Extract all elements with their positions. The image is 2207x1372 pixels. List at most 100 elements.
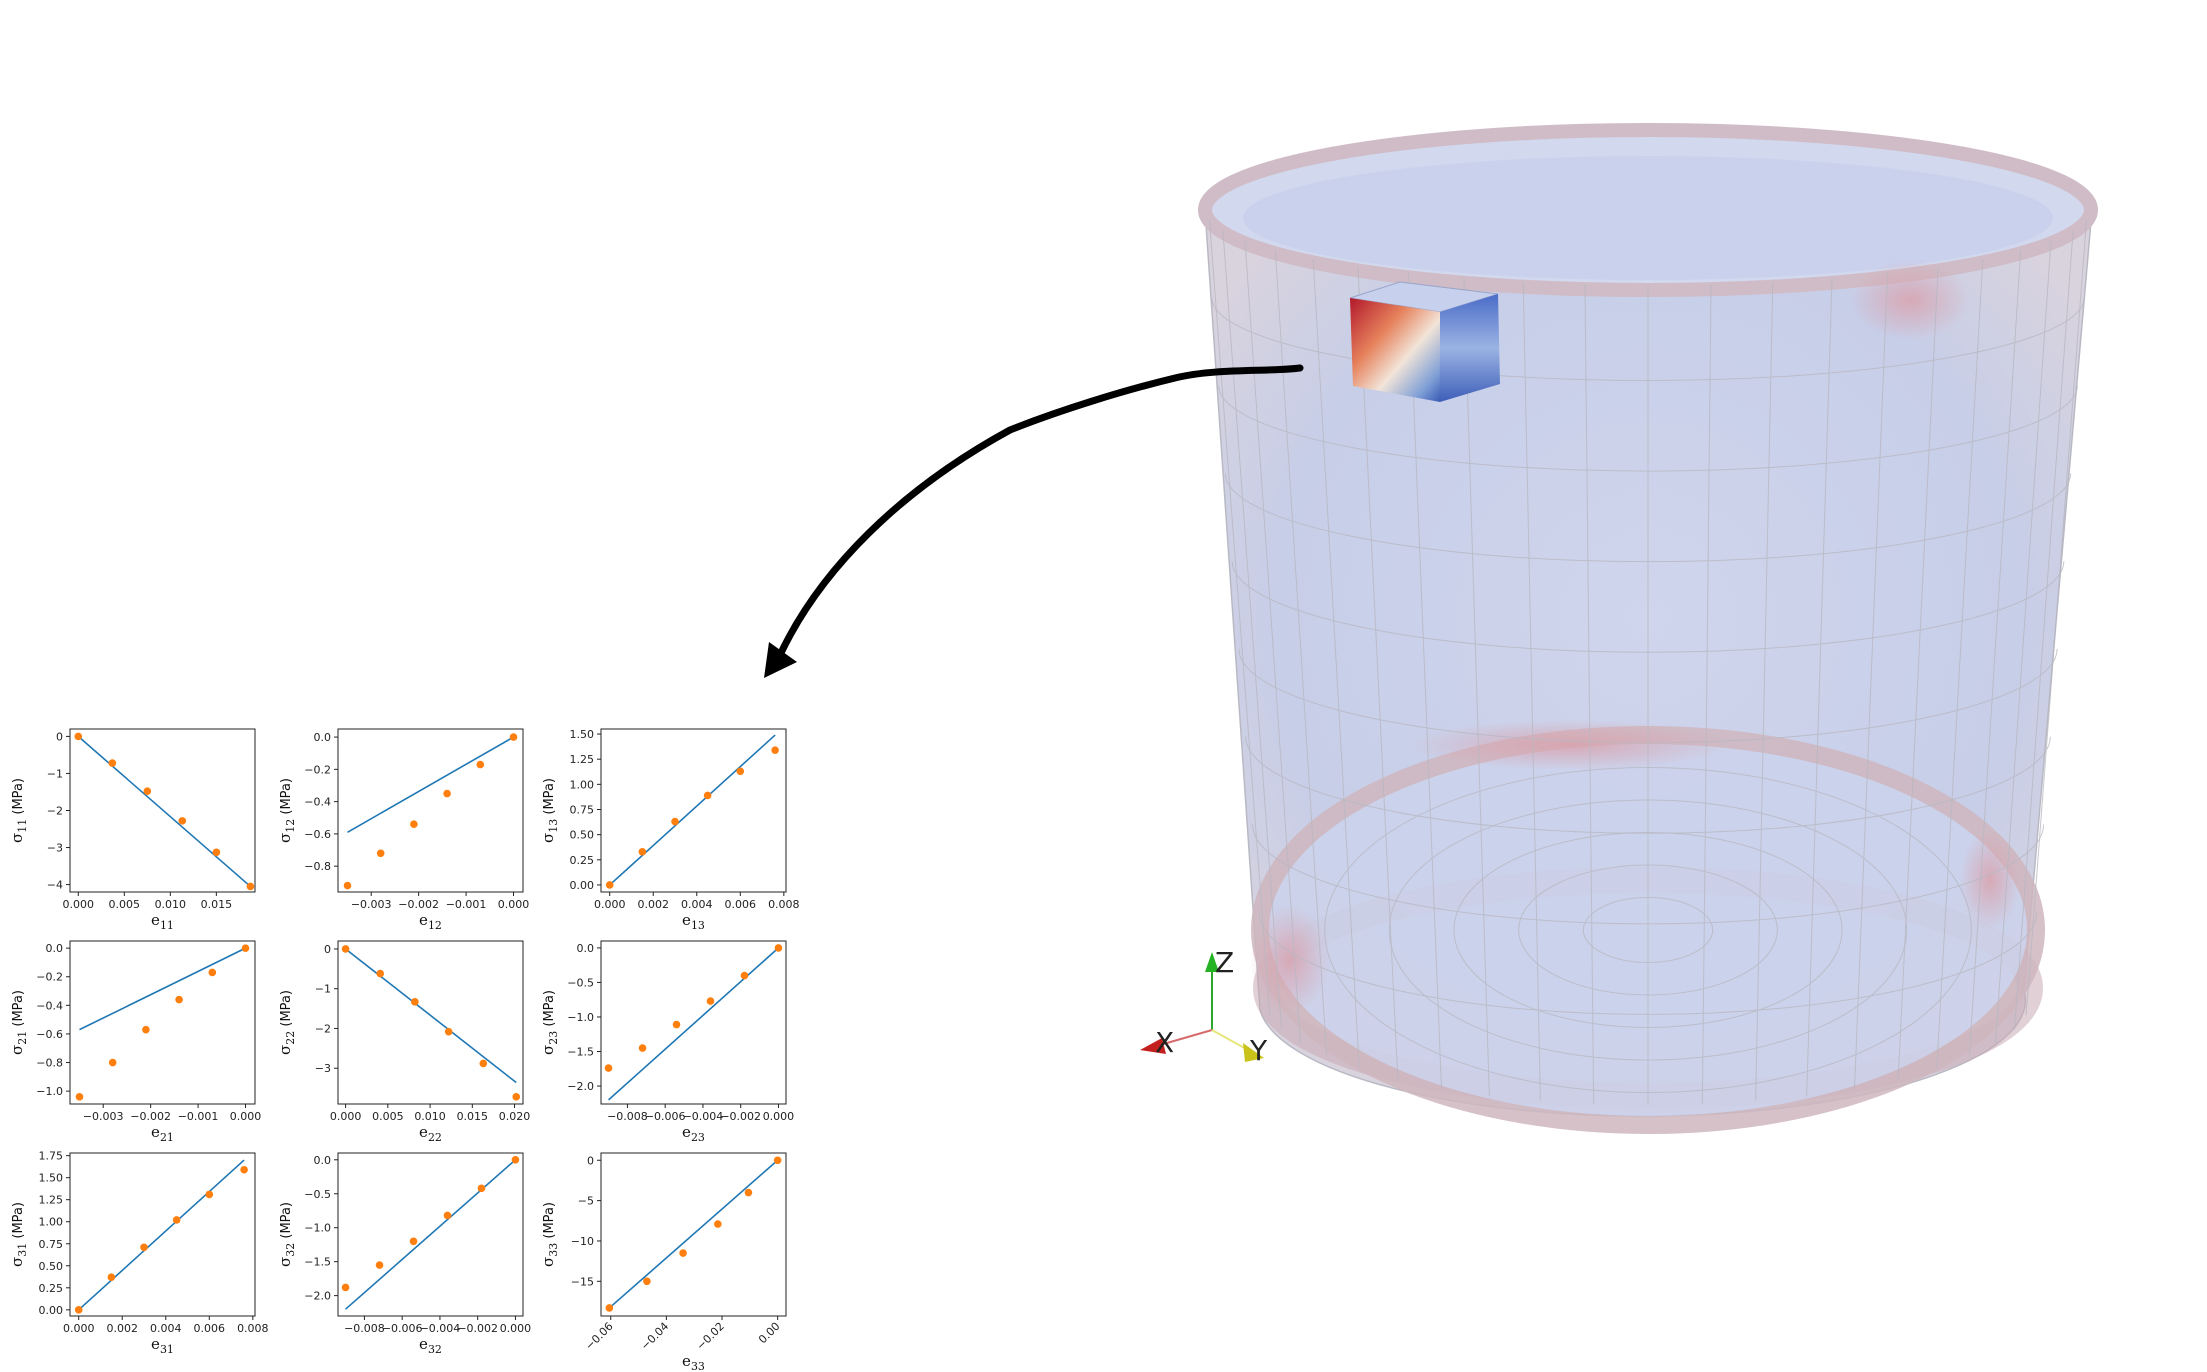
data-point xyxy=(212,848,221,857)
mesh-line xyxy=(1324,767,1972,1093)
data-point xyxy=(638,1044,647,1052)
y-tick-label: −3 xyxy=(315,1062,331,1075)
x-tick-label: 0.015 xyxy=(201,898,233,911)
data-point xyxy=(411,998,419,1006)
x-axis-label: e32 xyxy=(419,1335,442,1356)
x-tick-label: 0.006 xyxy=(725,898,757,911)
data-point xyxy=(703,791,712,800)
mesh-line xyxy=(1463,278,1490,1096)
x-tick-label: −0.004 xyxy=(420,1322,461,1335)
x-axis-label: e33 xyxy=(682,1352,705,1372)
x-tick-label: 0.008 xyxy=(768,898,800,911)
data-point xyxy=(375,1261,384,1269)
x-tick-label: 0.000 xyxy=(230,1110,262,1123)
y-tick-label: −0.2 xyxy=(304,763,331,776)
y-tick-label: −1.5 xyxy=(304,1256,331,1269)
data-point xyxy=(205,1190,214,1199)
y-axis-label: σ32 (MPa) xyxy=(276,1202,297,1267)
x-tick-label: −0.008 xyxy=(607,1110,648,1123)
mesh-line xyxy=(1238,648,2058,744)
y-tick-label: 1.50 xyxy=(39,1172,64,1185)
mesh-line xyxy=(1258,912,2038,1015)
y-tick-label: −2.0 xyxy=(304,1290,331,1303)
y-tick-label: 0.0 xyxy=(314,731,332,744)
data-point xyxy=(476,760,485,769)
data-point xyxy=(75,1093,84,1101)
mesh-line xyxy=(1251,824,2045,925)
cylinder-model xyxy=(1198,123,2098,1134)
y-tick-label: 1.50 xyxy=(570,728,595,741)
data-point xyxy=(509,733,518,741)
y-tick-label: 1.25 xyxy=(39,1194,64,1207)
mesh-line xyxy=(1854,273,1889,1089)
data-point xyxy=(605,1304,614,1312)
x-tick-label: −0.02 xyxy=(694,1320,727,1353)
y-tick-label: −1.0 xyxy=(36,1085,63,1098)
plot-frame xyxy=(337,1152,524,1317)
data-point xyxy=(477,1184,486,1193)
y-tick-label: 0.50 xyxy=(39,1260,64,1273)
y-tick-label: −10 xyxy=(571,1235,594,1248)
x-tick-label: 0.002 xyxy=(106,1322,138,1335)
y-tick-label: −1.5 xyxy=(567,1046,594,1059)
stress-patch xyxy=(1960,830,2020,930)
cube-side-face xyxy=(1440,294,1500,402)
y-axis-label: Y xyxy=(1249,1034,1268,1067)
y-tick-label: −1 xyxy=(315,983,331,996)
data-point xyxy=(143,787,152,796)
mesh-line xyxy=(1388,799,1908,1061)
fit-line xyxy=(347,736,514,833)
data-point xyxy=(175,995,183,1004)
fit-line xyxy=(608,1159,779,1309)
fit-line xyxy=(78,1159,245,1311)
x-axis-head xyxy=(1140,1038,1166,1054)
mesh-line xyxy=(2025,220,2087,1015)
mesh-grid xyxy=(1209,220,2087,1105)
x-axis-line xyxy=(1159,1029,1213,1046)
y-tick-label: 1.25 xyxy=(570,753,595,766)
data-point xyxy=(605,881,614,889)
data-point xyxy=(604,1064,613,1072)
data-point xyxy=(341,945,350,953)
y-axis-label: σ33 (MPa) xyxy=(539,1202,560,1267)
plot-frame xyxy=(600,1152,787,1317)
y-tick-label: −0.8 xyxy=(304,860,331,873)
fit-line xyxy=(608,947,779,1101)
fit-line xyxy=(79,947,246,1031)
x-tick-label: 0.00 xyxy=(756,1320,783,1347)
x-tick-label: −0.002 xyxy=(398,898,439,911)
y-tick-label: −0.5 xyxy=(567,976,594,989)
plot-frame xyxy=(337,728,524,893)
data-point xyxy=(511,1155,520,1164)
x-tick-label: 0.000 xyxy=(330,1110,362,1123)
data-point xyxy=(142,1025,150,1034)
data-point xyxy=(343,881,352,890)
y-tick-label: −1.0 xyxy=(304,1222,331,1235)
x-tick-label: 0.004 xyxy=(150,1322,182,1335)
stress-patch xyxy=(1250,905,1330,1015)
data-point xyxy=(172,1216,181,1224)
mesh-line xyxy=(1701,284,1712,1104)
y-axis-head xyxy=(1243,1043,1264,1062)
z-axis-label: Z xyxy=(1215,946,1234,979)
mesh-line xyxy=(1806,278,1833,1096)
mesh-line xyxy=(1936,259,1984,1069)
y-axis-label: σ31 (MPa) xyxy=(8,1202,29,1267)
x-tick-label: 0.006 xyxy=(194,1322,226,1335)
y-tick-label: −4 xyxy=(47,879,63,892)
data-point xyxy=(444,1027,453,1036)
x-tick-label: −0.006 xyxy=(645,1110,686,1123)
y-tick-label: 0.50 xyxy=(570,829,595,842)
x-tick-label: 0.015 xyxy=(457,1110,489,1123)
data-point xyxy=(107,1273,116,1282)
data-point xyxy=(108,759,117,767)
plot-frame xyxy=(69,1152,256,1317)
y-tick-label: −15 xyxy=(571,1275,594,1288)
callout-arrow xyxy=(764,364,1304,678)
cube-front-face xyxy=(1350,298,1440,402)
mesh-line xyxy=(1231,561,2065,653)
y-tick-label: 0.75 xyxy=(39,1238,64,1251)
z-axis-head xyxy=(1205,952,1219,972)
mesh-line xyxy=(1518,864,1778,996)
